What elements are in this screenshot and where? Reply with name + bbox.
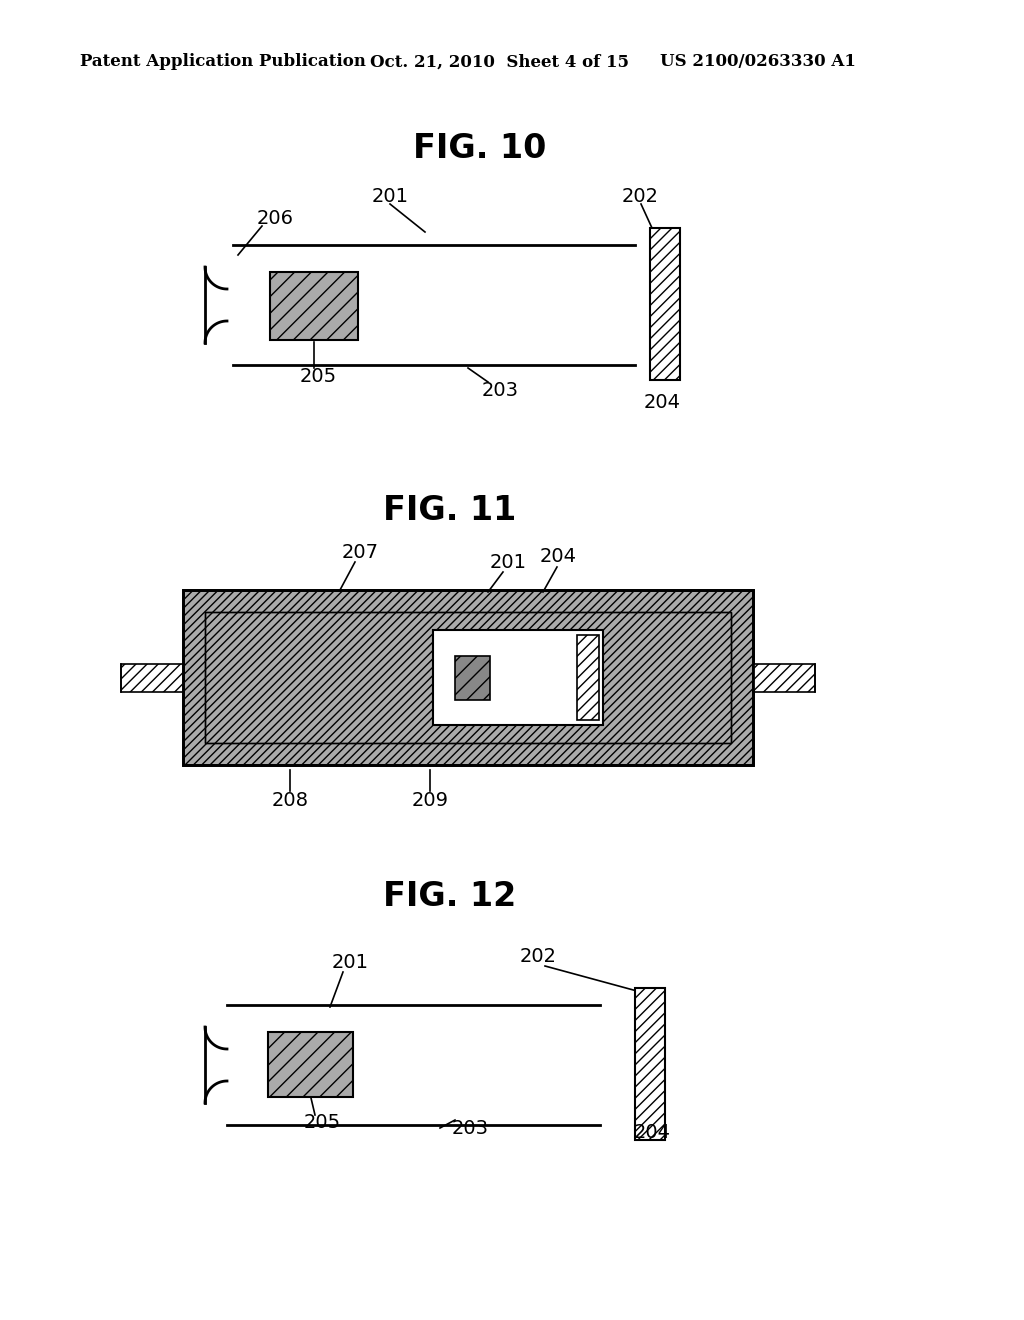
Bar [205, 612, 731, 743]
Text: 206: 206 [256, 209, 294, 227]
Text: 202: 202 [622, 186, 658, 206]
Text: Patent Application Publication: Patent Application Publication [80, 54, 366, 70]
Text: 204: 204 [643, 392, 681, 412]
Bar [753, 664, 815, 692]
Bar [183, 590, 753, 766]
Text: Oct. 21, 2010  Sheet 4 of 15: Oct. 21, 2010 Sheet 4 of 15 [370, 54, 629, 70]
Bar [455, 656, 490, 700]
Text: FIG. 10: FIG. 10 [414, 132, 547, 165]
Bar [268, 1032, 353, 1097]
Text: 203: 203 [452, 1118, 488, 1138]
Bar [270, 272, 358, 341]
Text: 209: 209 [412, 791, 449, 809]
Bar [635, 987, 665, 1140]
Text: 202: 202 [519, 948, 556, 966]
Bar [121, 664, 183, 692]
Text: 201: 201 [372, 186, 409, 206]
Bar [183, 590, 753, 766]
Bar [650, 228, 680, 380]
Text: 201: 201 [489, 553, 526, 573]
Text: 203: 203 [481, 380, 518, 400]
Bar [433, 630, 603, 725]
Text: US 2100/0263330 A1: US 2100/0263330 A1 [660, 54, 856, 70]
Text: 208: 208 [271, 791, 308, 809]
Text: 201: 201 [332, 953, 369, 973]
Text: FIG. 12: FIG. 12 [383, 879, 517, 912]
Text: FIG. 11: FIG. 11 [383, 494, 517, 527]
Bar [577, 635, 599, 719]
Text: 207: 207 [341, 543, 379, 561]
Bar [205, 612, 731, 743]
FancyBboxPatch shape [233, 246, 635, 366]
Text: 205: 205 [303, 1114, 341, 1133]
Text: 205: 205 [299, 367, 337, 385]
Text: 204: 204 [540, 548, 577, 566]
Text: 204: 204 [634, 1123, 671, 1143]
